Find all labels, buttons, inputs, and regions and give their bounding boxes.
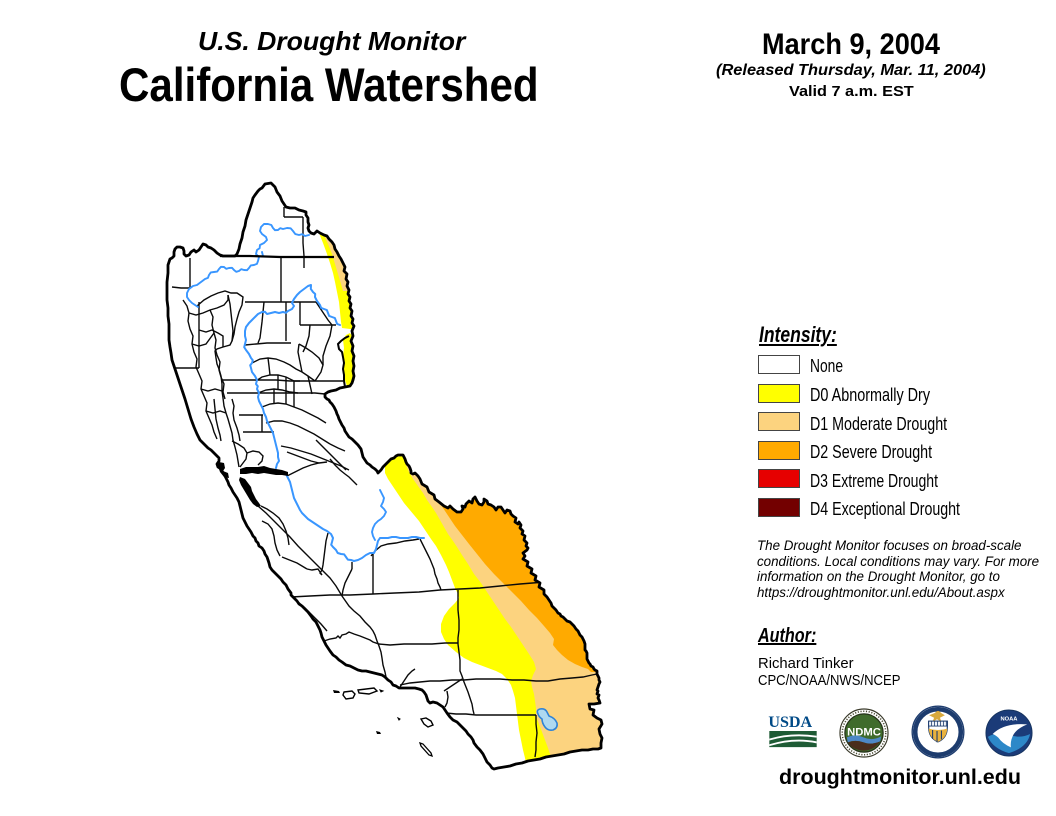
svg-text:NDMC: NDMC xyxy=(847,726,881,738)
svg-text:NOAA: NOAA xyxy=(1001,717,1018,723)
svg-text:USDA: USDA xyxy=(768,714,812,731)
